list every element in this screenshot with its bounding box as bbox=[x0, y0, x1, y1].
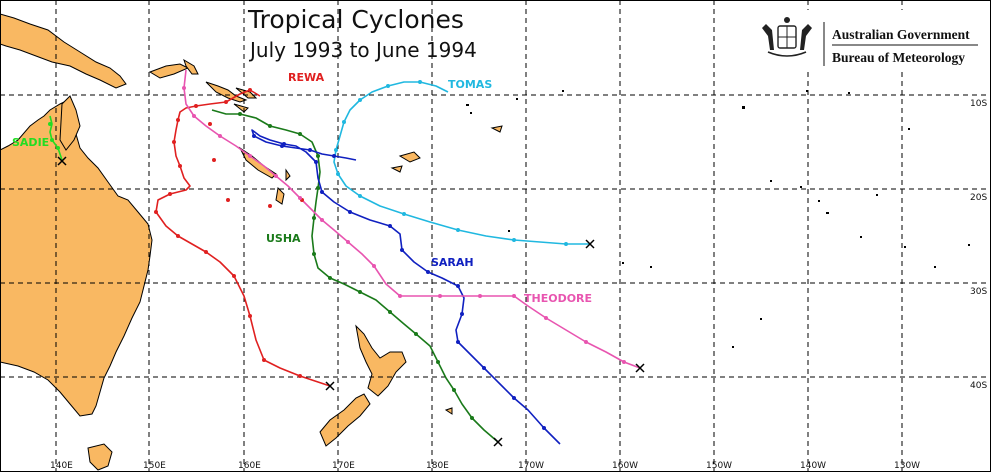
australia-landmass bbox=[0, 99, 153, 417]
track-theodore bbox=[183, 69, 641, 369]
track-usha bbox=[211, 109, 499, 443]
lon-label: 160E bbox=[238, 461, 261, 471]
new-ireland-landmass bbox=[183, 58, 199, 75]
end-marker-rewa bbox=[325, 381, 335, 391]
label-usha: USHA bbox=[266, 232, 301, 245]
lon-label: 150W bbox=[706, 461, 732, 471]
nz-north-island-landmass bbox=[355, 324, 407, 397]
end-marker-theodore bbox=[635, 363, 645, 373]
coat-of-arms-icon bbox=[762, 17, 812, 57]
longitude-labels: 140E 150E 160E 170E 180E 170W 160W 150W … bbox=[50, 461, 920, 471]
label-rewa: REWA bbox=[288, 71, 325, 84]
end-marker-tomas bbox=[585, 239, 595, 249]
lat-label: 40S bbox=[970, 381, 987, 391]
track-rewa bbox=[155, 89, 331, 387]
lon-label: 150E bbox=[143, 461, 166, 471]
new-britain-landmass bbox=[148, 63, 190, 79]
chatham-island-landmass bbox=[444, 407, 453, 415]
small-islands bbox=[466, 90, 970, 348]
nz-south-island-landmass bbox=[319, 393, 371, 447]
cape-york-landmass bbox=[59, 95, 81, 151]
agency-block: Australian Government Bureau of Meteorol… bbox=[752, 10, 984, 72]
new-guinea-landmass bbox=[0, 13, 127, 89]
map-title: Tropical Cyclones bbox=[247, 5, 464, 34]
label-sarah: SARAH bbox=[431, 256, 474, 269]
lon-label: 170E bbox=[332, 461, 355, 471]
end-marker-usha bbox=[493, 437, 503, 447]
lon-label: 160W bbox=[612, 461, 638, 471]
label-theodore: THEODORE bbox=[524, 292, 592, 305]
lat-label: 10S bbox=[970, 99, 987, 109]
lon-label: 140W bbox=[800, 461, 826, 471]
track-end-markers bbox=[57, 156, 645, 447]
lon-label: 170W bbox=[518, 461, 544, 471]
label-tomas: TOMAS bbox=[448, 78, 492, 91]
land-layer bbox=[0, 13, 503, 471]
cyclone-tracks bbox=[49, 69, 641, 445]
lon-label: 180E bbox=[426, 461, 449, 471]
label-sadie: SADIE bbox=[12, 136, 49, 149]
track-points bbox=[48, 80, 626, 430]
lat-label: 20S bbox=[970, 193, 987, 203]
lon-label: 130W bbox=[894, 461, 920, 471]
tasmania-landmass bbox=[87, 443, 113, 471]
samoa-landmass bbox=[490, 125, 503, 133]
solomon-islands-landmass bbox=[205, 81, 258, 113]
map-subtitle: July 1993 to June 1994 bbox=[248, 38, 477, 62]
vanuatu-landmass bbox=[275, 168, 291, 205]
storm-labels: SADIE REWA TOMAS USHA SARAH THEODORE bbox=[12, 71, 592, 305]
track-sadie bbox=[49, 115, 63, 161]
end-marker-sadie bbox=[57, 156, 67, 166]
track-tomas bbox=[333, 81, 590, 245]
agency-name-line1: Australian Government bbox=[832, 27, 970, 42]
fiji-landmass bbox=[390, 151, 421, 173]
lon-label: 140E bbox=[50, 461, 73, 471]
lat-label: 30S bbox=[970, 287, 987, 297]
latitude-labels: 10S 20S 30S 40S bbox=[970, 99, 987, 391]
agency-name-line2: Bureau of Meteorology bbox=[832, 50, 965, 65]
